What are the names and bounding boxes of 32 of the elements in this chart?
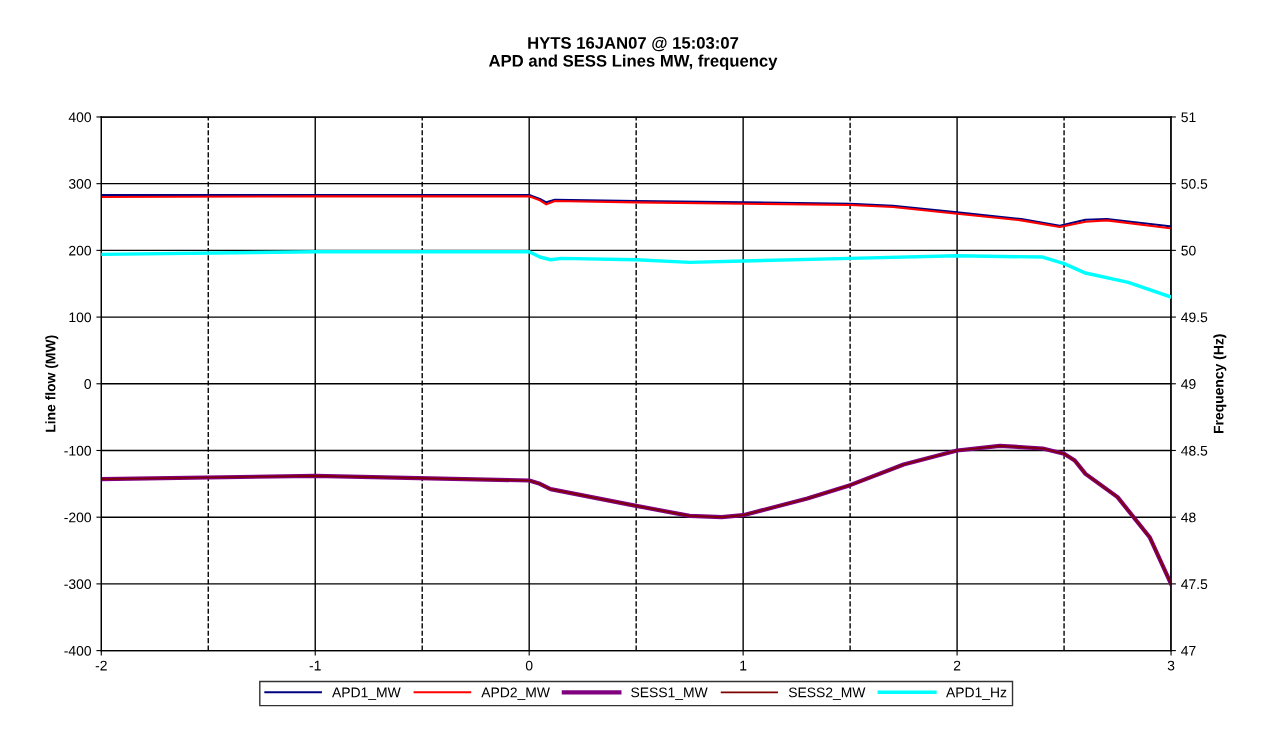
y2-tick-label: 47.5	[1181, 579, 1208, 590]
y2-tick-label: 48	[1181, 512, 1196, 523]
y-tick-label: -400	[64, 645, 92, 656]
y2-tick-label: 47	[1181, 646, 1196, 656]
y2-tick-label: 48.5	[1181, 445, 1208, 456]
x-tick-label: 2	[953, 660, 961, 671]
y2-tick-label: 50.5	[1181, 179, 1208, 189]
y2-axis-title: Frequency (Hz)	[1213, 334, 1227, 433]
y-tick-label: 400	[68, 112, 92, 123]
y-tick-label: 0	[84, 379, 92, 389]
y-tick-label: -100	[64, 445, 92, 456]
chart-title: HYTS 16JAN07 @ 15:03:07 APD and SESS Lines MW, frequency	[488, 36, 778, 71]
y-tick-label: 200	[69, 245, 92, 256]
x-tick-label: 3	[1167, 660, 1175, 671]
x-tick-label: 1	[740, 660, 747, 671]
y-tick-label: -200	[64, 512, 92, 523]
y2-tick-label: 51	[1181, 112, 1196, 123]
legend-label: SESS1_MW	[631, 687, 708, 700]
y-tick-label: 100	[69, 312, 92, 323]
x-tick-label: -1	[309, 660, 321, 671]
legend-label: APD2_MW	[481, 687, 550, 700]
y2-tick-label: 49.5	[1181, 312, 1208, 323]
legend-label: SESS2_MW	[788, 687, 866, 700]
y2-tick-label: 49	[1181, 379, 1196, 389]
y2-tick-label: 50	[1181, 245, 1196, 256]
x-tick-label: -2	[95, 660, 107, 671]
x-tick-label: 0	[525, 660, 533, 671]
y-tick-label: -300	[64, 579, 92, 590]
legend-label: APD1_MW	[332, 687, 401, 700]
y-axis-title: Line flow (MW)	[45, 335, 59, 432]
legend-label: APD1_Hz	[946, 687, 1007, 700]
y-tick-label: 300	[68, 179, 92, 189]
